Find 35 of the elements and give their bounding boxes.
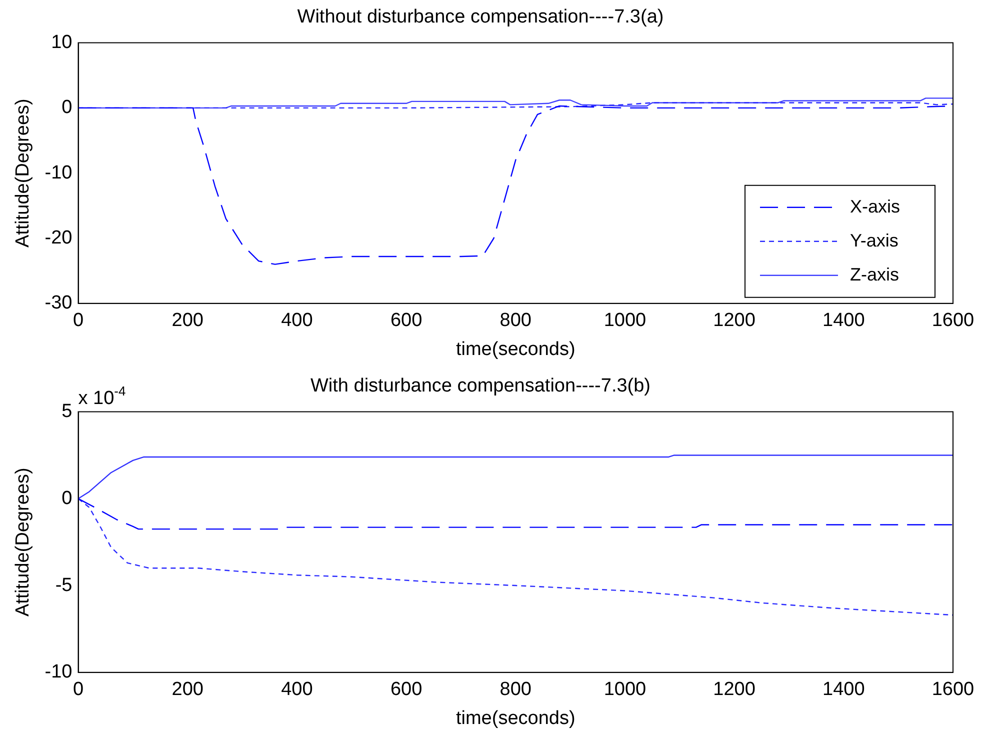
- x-tick-label: 1400: [822, 310, 865, 332]
- x-tick-label: 400: [281, 310, 313, 332]
- x-axis-title: time(seconds): [456, 708, 576, 729]
- x-tick-label: 1200: [713, 310, 756, 332]
- y-tick-label: 0: [62, 488, 72, 509]
- x-tick-label: 1000: [604, 310, 646, 332]
- y-axis-title: Attitude(Degrees): [12, 98, 34, 248]
- y-tick-label: -20: [44, 227, 72, 248]
- y-tick-label: -5: [55, 574, 72, 596]
- legend-label: X-axis: [850, 196, 900, 216]
- x-tick-label: 600: [390, 310, 422, 332]
- y-axis-title: Attitude(Degrees): [12, 468, 34, 617]
- y-tick-label: -10: [44, 162, 72, 184]
- x-axis-title: time(seconds): [456, 338, 576, 360]
- y-tick-label: 0: [62, 97, 72, 118]
- x-tick-label: 200: [172, 310, 204, 332]
- y-tick-label: -30: [44, 292, 72, 314]
- x-tick-label: 1200: [713, 679, 756, 700]
- x-tick-label: 400: [281, 679, 313, 700]
- x-tick-label: 800: [500, 679, 532, 700]
- chart-title: With disturbance compensation----7.3(b): [310, 376, 651, 397]
- x-tick-label: 1400: [822, 679, 865, 700]
- x-tick-label: 600: [390, 679, 422, 700]
- legend-label: Z-axis: [850, 264, 899, 284]
- x-tick-label: 1600: [932, 310, 974, 332]
- legend-label: Y-axis: [850, 230, 898, 250]
- chart-title: Without disturbance compensation----7.3(a): [297, 6, 664, 28]
- x-tick-label: 1000: [604, 679, 646, 700]
- x-tick-label: 200: [172, 679, 204, 700]
- y-tick-label: 10: [51, 32, 72, 54]
- x-tick-label: 800: [500, 310, 532, 332]
- x-tick-label: 1600: [932, 679, 974, 700]
- y-tick-label: 5: [62, 401, 72, 422]
- line-series: [78, 498, 953, 530]
- y-tick-label: -10: [44, 662, 72, 683]
